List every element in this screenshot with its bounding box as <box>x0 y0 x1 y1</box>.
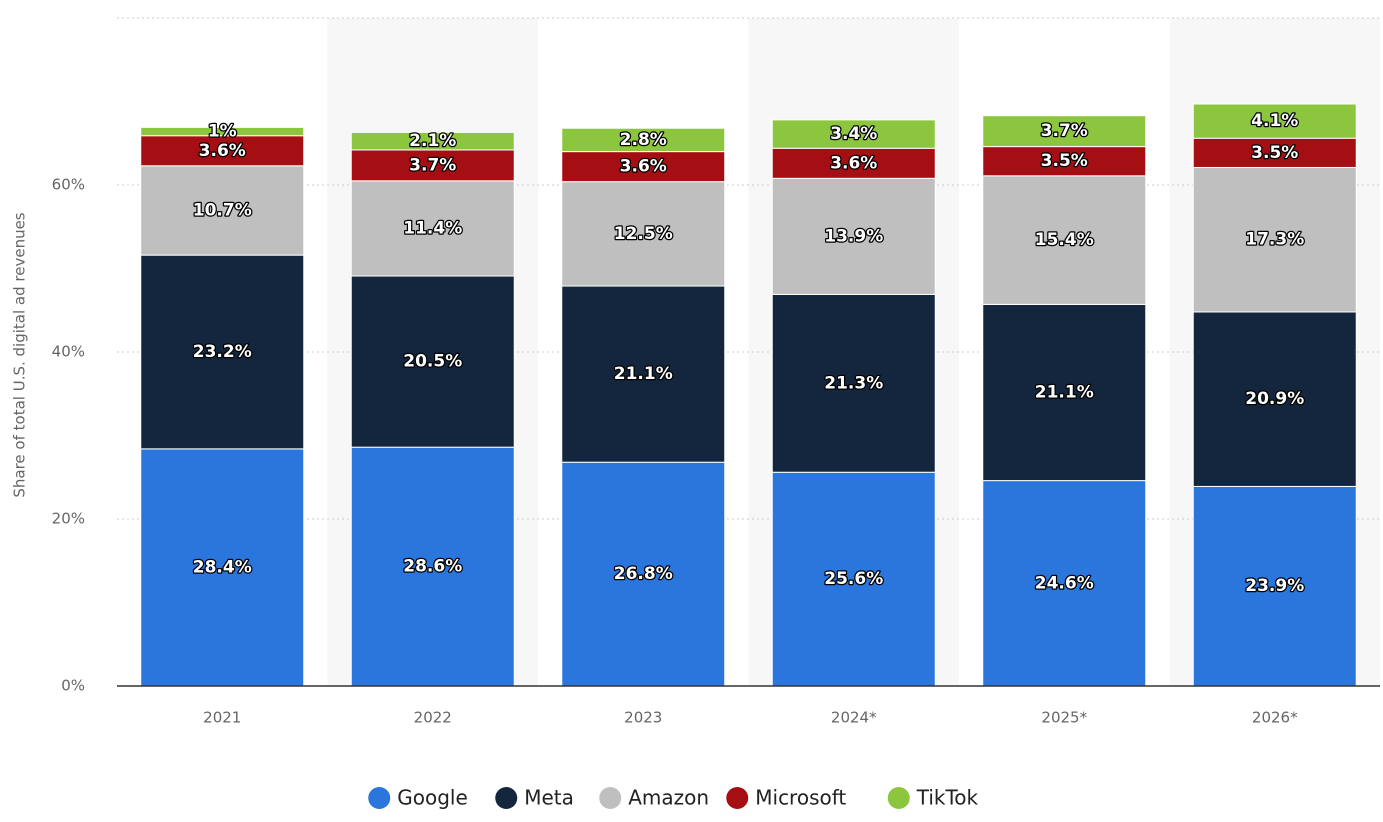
legend-label: Amazon <box>628 786 709 810</box>
bar-segment <box>350 180 515 277</box>
bar-segment <box>350 149 515 182</box>
bar-segment <box>350 446 515 687</box>
bar-segment <box>982 175 1147 305</box>
data-label: 3.7% <box>1041 121 1088 141</box>
bar-segment <box>140 448 305 687</box>
data-label: 21.3% <box>824 373 883 393</box>
bar-segment <box>561 181 726 287</box>
y-tick-label: 0% <box>61 677 85 695</box>
y-tick-label: 20% <box>52 510 85 528</box>
data-label: 25.6% <box>824 569 883 589</box>
bar-segment <box>561 127 726 153</box>
x-tick-label: 2026* <box>1252 709 1298 727</box>
data-label: 20.5% <box>403 352 462 372</box>
data-label: 3.6% <box>830 153 877 173</box>
data-label: 3.5% <box>1041 151 1088 171</box>
data-label: 4.1% <box>1251 111 1298 131</box>
bar-segment <box>1192 311 1357 487</box>
bar-segment <box>350 131 515 151</box>
data-label: 21.1% <box>1035 382 1094 402</box>
bar-segment <box>771 147 936 179</box>
y-tick-label: 60% <box>52 176 85 194</box>
bar-segment <box>140 135 305 167</box>
bar-segment <box>140 254 305 450</box>
data-label: 1% <box>208 122 237 142</box>
legend-swatch <box>726 787 749 809</box>
bar-segment <box>1192 485 1357 687</box>
bar-segment <box>561 461 726 687</box>
bar-segment <box>140 126 305 137</box>
data-label: 28.4% <box>193 557 252 577</box>
bar-segment <box>771 177 936 295</box>
data-label: 28.6% <box>403 557 462 577</box>
legend-swatch <box>887 787 910 809</box>
bar-segment <box>982 480 1147 687</box>
bar-segment <box>982 146 1147 177</box>
data-label: 17.3% <box>1245 230 1304 250</box>
bar-segment <box>982 115 1147 148</box>
data-label: 11.4% <box>403 218 462 238</box>
data-label: 13.9% <box>824 226 883 246</box>
data-label: 24.6% <box>1035 573 1094 593</box>
data-label: 12.5% <box>614 224 673 244</box>
data-label: 2.8% <box>620 130 667 150</box>
x-tick-label: 2024* <box>831 709 877 727</box>
data-label: 3.6% <box>199 141 246 161</box>
bar-segment <box>561 285 726 463</box>
x-tick-label: 2022 <box>414 709 452 727</box>
data-label: 3.6% <box>620 157 667 177</box>
bar-segment <box>1192 103 1357 139</box>
data-label: 3.7% <box>409 155 456 175</box>
data-label: 20.9% <box>1245 389 1304 409</box>
legend-label: Meta <box>524 786 574 810</box>
data-label: 23.9% <box>1245 576 1304 596</box>
data-label: 3.4% <box>830 124 877 144</box>
data-label: 26.8% <box>614 564 673 584</box>
bar-segment <box>771 119 936 149</box>
legend-swatch <box>495 787 518 809</box>
data-label: 15.4% <box>1035 230 1094 250</box>
bar-segment <box>771 471 936 687</box>
legend-label: Microsoft <box>755 786 846 810</box>
y-axis-title: Share of total U.S. digital ad revenues <box>11 212 29 497</box>
bar-segment <box>561 151 726 183</box>
data-label: 10.7% <box>193 200 252 220</box>
legend-swatch <box>368 787 391 809</box>
y-tick-label: 40% <box>52 343 85 361</box>
data-label: 3.5% <box>1251 143 1298 163</box>
bar-segment <box>140 165 305 256</box>
x-tick-label: 2021 <box>203 709 241 727</box>
bar-segment <box>771 293 936 473</box>
legend-label: TikTok <box>916 786 979 810</box>
bar-segment <box>982 303 1147 482</box>
data-label: 2.1% <box>409 131 456 151</box>
legend-swatch <box>599 787 622 809</box>
legend-label: Google <box>397 786 468 810</box>
data-label: 21.1% <box>614 364 673 384</box>
x-tick-label: 2023 <box>624 709 662 727</box>
bar-segment <box>1192 166 1357 313</box>
x-tick-label: 2025* <box>1041 709 1087 727</box>
data-label: 23.2% <box>193 342 252 362</box>
